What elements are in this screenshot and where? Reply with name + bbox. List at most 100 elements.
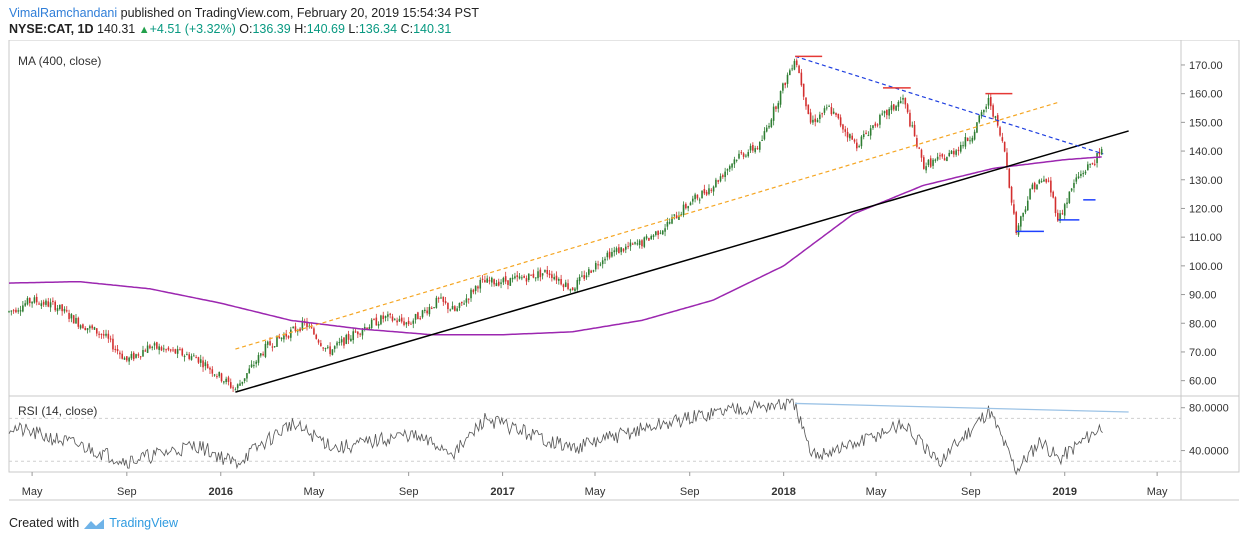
candle-body xyxy=(486,278,488,283)
candle-body xyxy=(467,298,470,300)
candle-body xyxy=(1073,182,1075,188)
candle-body xyxy=(433,307,435,309)
candle-body xyxy=(899,101,902,104)
candle-body xyxy=(260,353,262,356)
candle-body xyxy=(523,276,525,278)
close-label: C: xyxy=(400,22,414,36)
candle-body xyxy=(719,176,722,182)
candle-body xyxy=(382,315,385,320)
candle-body xyxy=(227,377,230,382)
candle-body xyxy=(1089,163,1091,165)
candle-body xyxy=(153,343,156,346)
author-link[interactable]: VimalRamchandani xyxy=(9,6,118,20)
candle-body xyxy=(953,150,955,155)
candle-body xyxy=(645,236,648,239)
candle-body xyxy=(620,247,622,253)
candle-body xyxy=(923,157,925,169)
time-tick-label: May xyxy=(304,486,325,498)
candle-body xyxy=(1047,180,1050,182)
candle-body xyxy=(183,355,186,358)
candle-body xyxy=(687,206,689,209)
candle-body xyxy=(114,348,117,350)
candle-body xyxy=(731,163,733,168)
candle-body xyxy=(661,230,664,235)
candle-body xyxy=(93,327,96,330)
publish-text: published on TradingView.com, February 2… xyxy=(117,6,479,20)
candle-body xyxy=(460,301,463,304)
candle-body xyxy=(712,186,715,192)
candle-body xyxy=(532,273,535,278)
candle-body xyxy=(648,237,650,241)
candle-body xyxy=(509,278,512,286)
candle-body xyxy=(75,317,77,324)
candle-body xyxy=(389,313,391,315)
candle-body xyxy=(199,359,202,363)
candle-body xyxy=(779,91,782,105)
candle-body xyxy=(812,119,814,123)
candle-body xyxy=(1077,176,1080,179)
candle-body xyxy=(825,107,828,109)
candle-body xyxy=(430,307,433,309)
candle-body xyxy=(123,357,126,360)
rsi-line xyxy=(8,398,1103,476)
price-tick-label: 100.00 xyxy=(1189,261,1223,273)
candle-body xyxy=(216,376,218,378)
candle-body xyxy=(567,283,569,289)
tradingview-link[interactable]: TradingView xyxy=(109,516,178,530)
candle-body xyxy=(560,279,562,285)
candle-body xyxy=(537,271,539,279)
candle-body xyxy=(722,175,724,177)
chart-frame xyxy=(8,40,1240,501)
candle-body xyxy=(823,108,826,113)
candle-body xyxy=(440,297,442,299)
candle-body xyxy=(685,203,687,209)
candle-body xyxy=(119,352,121,355)
candle-body xyxy=(250,364,253,367)
candle-body xyxy=(474,285,477,291)
candle-body xyxy=(202,360,204,368)
time-tick-label: 2017 xyxy=(490,486,514,498)
price-tick-label: 120.00 xyxy=(1189,203,1223,215)
candle-body xyxy=(396,320,398,323)
candle-body xyxy=(782,83,784,91)
time-tick-label: Sep xyxy=(680,486,700,498)
candle-body xyxy=(301,320,304,330)
chart-area[interactable]: MA (400, close) RSI (14, close) 170.00 16… xyxy=(0,40,1241,510)
candle-body xyxy=(1084,171,1087,174)
candle-body xyxy=(428,306,431,315)
candle-body xyxy=(91,325,93,329)
candle-body xyxy=(246,373,248,379)
candle-body xyxy=(772,106,775,121)
candle-body xyxy=(479,280,482,289)
candle-body xyxy=(583,275,586,279)
price-tick-label: 140.00 xyxy=(1189,146,1223,158)
candle-body xyxy=(223,381,225,383)
candle-body xyxy=(514,276,516,279)
candle-body xyxy=(340,339,343,343)
candle-body xyxy=(384,315,387,319)
candle-body xyxy=(493,279,495,285)
candle-body xyxy=(373,319,375,321)
candle-body xyxy=(287,335,290,338)
price-tick-label: 170.00 xyxy=(1189,60,1223,72)
candle-body xyxy=(929,158,932,167)
candle-body xyxy=(789,70,791,76)
price-tick-label: 70.00 xyxy=(1189,347,1217,359)
candle-body xyxy=(65,310,68,312)
candle-body xyxy=(1017,225,1020,235)
candle-body xyxy=(1059,213,1061,221)
candle-body xyxy=(347,333,350,340)
candle-body xyxy=(793,60,796,70)
candle-body xyxy=(308,325,311,327)
candle-body xyxy=(426,310,428,314)
outer-border xyxy=(8,40,1240,473)
candle-body xyxy=(934,159,937,161)
candle-body xyxy=(837,113,840,119)
candle-body xyxy=(511,277,514,280)
time-tick-label: 2016 xyxy=(209,486,233,498)
candle-body xyxy=(419,318,422,320)
candle-body xyxy=(405,322,408,325)
low-label: L: xyxy=(348,22,359,36)
candle-body xyxy=(458,302,461,308)
candle-body xyxy=(63,308,66,312)
